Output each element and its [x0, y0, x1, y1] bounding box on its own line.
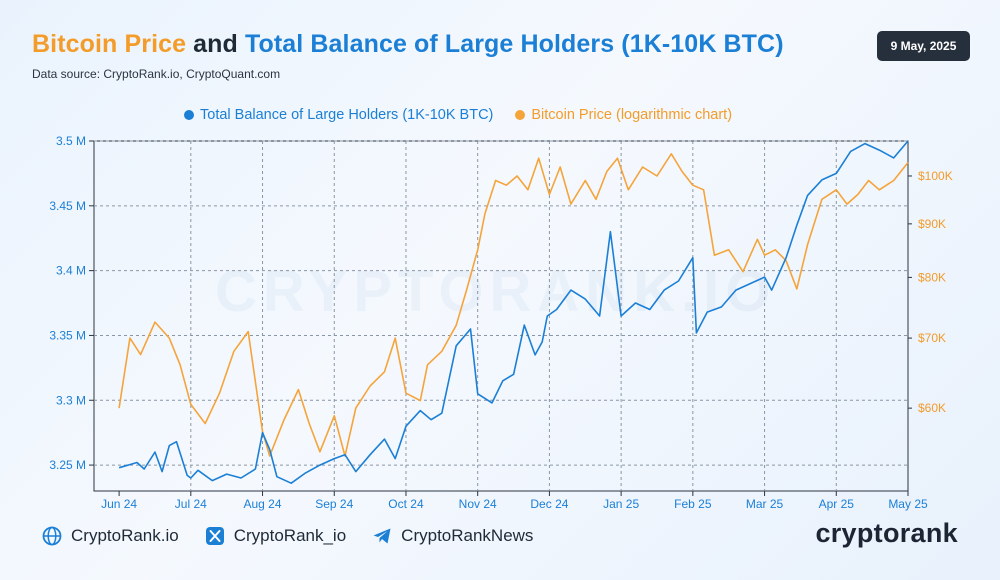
- x-tick-label: Sep 24: [315, 497, 353, 511]
- legend-dot-orange: [515, 110, 526, 120]
- title-connector: and: [186, 30, 245, 58]
- left-axis-tick-label: 3.45 M: [49, 199, 86, 213]
- footer-label-website: CryptoRank.io: [71, 526, 179, 545]
- title-holders: Total Balance of Large Holders (1K-10K B…: [244, 30, 784, 58]
- footer-link-website[interactable]: CryptoRank.io: [42, 526, 179, 546]
- right-axis-tick-label: $90K: [918, 217, 946, 231]
- date-badge: 9 May, 2025: [877, 31, 970, 61]
- footer: CryptoRank.io CryptoRank_io CryptoRankNe…: [42, 526, 533, 546]
- x-tick-label: Jul 24: [175, 497, 207, 511]
- legend-item-holders: Total Balance of Large Holders (1K-10K B…: [184, 107, 493, 123]
- plot-frame: [93, 140, 909, 492]
- data-source: Data source: CryptoRank.io, CryptoQuant.…: [32, 67, 281, 81]
- legend-dot-blue: [184, 110, 194, 120]
- x-tick-label: Jan 25: [603, 497, 639, 511]
- x-tick-label: Apr 25: [819, 497, 855, 511]
- chart-title: Bitcoin Price and Total Balance of Large…: [32, 30, 784, 59]
- x-tick-label: Dec 24: [530, 497, 568, 511]
- series-line-price: [118, 153, 909, 457]
- legend: Total Balance of Large Holders (1K-10K B…: [184, 107, 732, 123]
- left-axis-tick-label: 3.25 M: [49, 458, 86, 472]
- x-tick-label: Jun 24: [101, 497, 137, 511]
- telegram-icon: [373, 528, 391, 544]
- right-axis-tick-label: $100K: [918, 169, 953, 183]
- left-axis-tick-label: 3.35 M: [49, 328, 86, 342]
- right-axis-tick-label: $60K: [918, 401, 946, 415]
- x-tick-label: Oct 24: [388, 497, 424, 511]
- left-axis-tick-label: 3.4 M: [56, 264, 86, 278]
- x-tick-label: Feb 25: [674, 497, 712, 511]
- title-bitcoin-price: Bitcoin Price: [32, 30, 187, 58]
- right-axis-tick-label: $70K: [918, 331, 946, 345]
- x-tick-label: Aug 24: [244, 497, 282, 511]
- legend-label-holders: Total Balance of Large Holders (1K-10K B…: [200, 107, 494, 123]
- x-tick-label: Mar 25: [746, 497, 784, 511]
- legend-label-price: Bitcoin Price (logarithmic chart): [531, 107, 733, 123]
- right-axis-tick-label: $80K: [918, 270, 946, 284]
- brand-logo: cryptorank: [815, 518, 958, 548]
- x-tick-label: May 25: [888, 497, 928, 511]
- x-icon: [205, 527, 224, 545]
- x-tick-label: Nov 24: [459, 497, 497, 511]
- series-line-holders: [118, 140, 909, 484]
- footer-label-x: CryptoRank_io: [233, 526, 347, 545]
- footer-link-telegram[interactable]: CryptoRankNews: [372, 526, 533, 546]
- globe-icon: [42, 526, 62, 546]
- left-axis-tick-label: 3.5 M: [56, 134, 86, 148]
- left-axis-tick-label: 3.3 M: [56, 393, 86, 407]
- legend-item-price: Bitcoin Price (logarithmic chart): [515, 107, 732, 123]
- footer-link-x[interactable]: CryptoRank_io: [205, 526, 346, 546]
- footer-label-telegram: CryptoRankNews: [401, 526, 534, 545]
